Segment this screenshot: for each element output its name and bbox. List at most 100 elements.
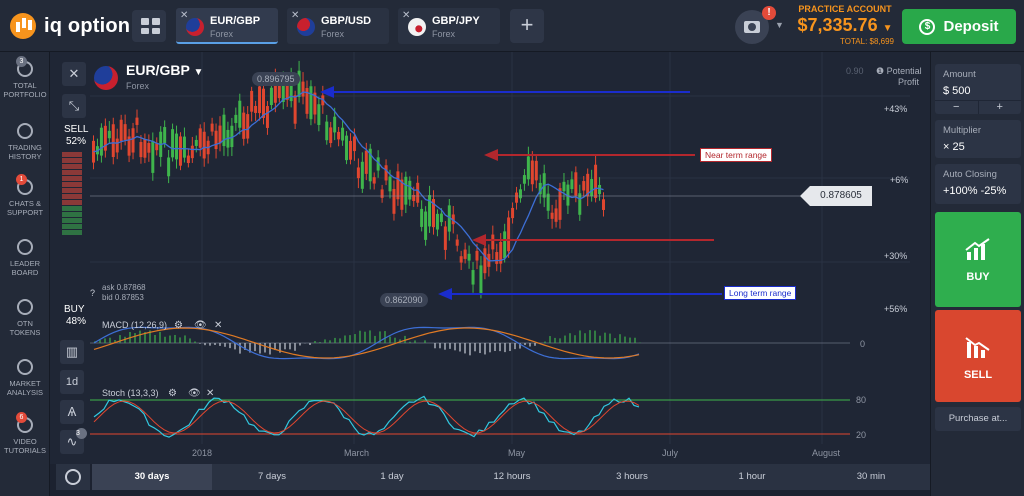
macd-histogram-bar [614, 338, 616, 343]
x-axis-label-july: July [662, 448, 679, 458]
candle-body [155, 143, 159, 151]
candle-body [281, 75, 285, 103]
tab-eur-gbp[interactable]: ✕ EUR/GBP Forex [176, 8, 278, 44]
macd-histogram-bar [324, 339, 326, 343]
nav-item-portfolio[interactable]: 3 TOTAL PORTFOLIO [0, 56, 50, 99]
sentiment-bar-segment [62, 212, 82, 217]
macd-histogram-bar [289, 343, 291, 350]
red-arrow-head [472, 234, 486, 246]
macd-histogram-bar [154, 334, 156, 343]
tab-name: GBP/USD [321, 15, 372, 27]
timeframe-1-hour[interactable]: 1 hour [738, 471, 766, 482]
macd-histogram-bar [119, 335, 121, 343]
eye-icon[interactable]: 👁 [194, 320, 207, 331]
nav-label: OTN [17, 319, 33, 328]
amount-minus-button[interactable]: − [935, 101, 979, 114]
purchase-at-button[interactable]: Purchase at... [935, 407, 1021, 431]
candle-body [210, 123, 214, 132]
deposit-button[interactable]: $ Deposit [902, 9, 1016, 44]
indicators-icon[interactable]: ▥ [60, 340, 84, 364]
candle-body [297, 70, 301, 97]
candle-body [333, 116, 337, 133]
macd-histogram-bar [469, 343, 471, 356]
nav-item-tutorials[interactable]: 6 VIDEO TUTORIALS [0, 412, 50, 455]
logo[interactable]: iq option [10, 13, 130, 39]
nav-item-history[interactable]: TRADING HISTORY [0, 122, 50, 161]
macd-histogram-bar [264, 343, 266, 353]
timeframe-30-min[interactable]: 30 min [856, 471, 886, 482]
drawing-tools-icon[interactable]: Ѧ [60, 400, 84, 424]
macd-histogram-bar [414, 340, 416, 343]
candle-body [103, 125, 107, 151]
high-price-tag: 0.896795 [252, 72, 300, 86]
multiplier-box[interactable]: Multiplier × 25 [935, 120, 1021, 158]
macd-histogram-bar [99, 339, 101, 343]
nav-item-tokens[interactable]: OTN TOKENS [0, 298, 50, 337]
macd-histogram-bar [564, 335, 566, 343]
chevron-down-icon[interactable]: ▼ [775, 20, 784, 30]
timeframe-12-hours[interactable]: 12 hours [493, 471, 531, 482]
macd-histogram-bar [319, 342, 321, 343]
nav-item-support[interactable]: 1 CHATS & SUPPORT [0, 174, 50, 217]
candle-body [435, 213, 439, 230]
grid-menu-button[interactable] [132, 10, 166, 42]
period-button[interactable]: 1d [60, 370, 84, 394]
nav-item-analysis[interactable]: MARKET ANALYSIS [0, 358, 50, 397]
gear-icon[interactable]: ⚙ [174, 320, 183, 331]
price-chart[interactable] [50, 52, 930, 464]
macd-histogram-bar [479, 343, 481, 354]
macd-histogram-bar [529, 343, 531, 347]
sell-button[interactable]: SELL [935, 310, 1021, 402]
tab-gbp-usd[interactable]: ✕ GBP/USD Forex [287, 8, 389, 44]
sentiment-bar-segment [62, 158, 82, 163]
collapse-icon[interactable]: ⤡ [62, 94, 86, 118]
add-tab-button[interactable]: + [510, 9, 544, 43]
auto-closing-box[interactable]: Auto Closing +100% -25% [935, 164, 1021, 204]
candle-body [534, 160, 538, 181]
candle-body [99, 127, 103, 156]
timeframe-settings[interactable] [56, 464, 90, 490]
close-icon[interactable]: ✕ [206, 388, 215, 399]
timeframe-30-days[interactable]: 30 days [92, 464, 212, 490]
macd-histogram-bar [544, 341, 546, 343]
nav-item-board[interactable]: LEADER BOARD [0, 238, 50, 277]
macd-histogram-bar [294, 343, 296, 351]
amount-plus-button[interactable]: + [996, 101, 1003, 113]
timeframe-3-hours[interactable]: 3 hours [616, 471, 648, 482]
macd-histogram-bar [204, 343, 206, 346]
candle-body [190, 145, 194, 159]
amount-value[interactable]: $ 500 [943, 85, 971, 97]
candle-body [554, 208, 558, 222]
x-axis-label-2018: 2018 [192, 448, 213, 458]
candle-body [111, 124, 115, 158]
eye-icon[interactable]: 👁 [188, 388, 201, 399]
close-chart-button[interactable]: ✕ [62, 62, 86, 86]
chart-area[interactable]: ✕ ⤡ EUR/GBP ▼ Forex SELL 52% BUY 48% ask… [50, 52, 930, 464]
account-switcher[interactable]: PRACTICE ACCOUNT $7,335.76 ▼ TOTAL: $8,6… [790, 4, 900, 46]
gb-us-flag-icon [297, 18, 315, 36]
candle-body [522, 175, 526, 184]
close-tab-icon[interactable]: ✕ [402, 10, 411, 21]
gb-jp-flag-icon [408, 18, 426, 36]
dollar-icon: $ [919, 18, 936, 35]
nav-label: CHATS & [9, 199, 41, 208]
gear-icon[interactable]: ⚙ [168, 388, 177, 399]
x-axis-label-august: August [812, 448, 841, 458]
close-icon[interactable]: ✕ [214, 320, 223, 331]
help-icon[interactable]: ? [90, 288, 96, 298]
candle-body [586, 173, 590, 197]
close-tab-icon[interactable]: ✕ [180, 10, 189, 21]
timeframe-7-days[interactable]: 7 days [258, 471, 286, 482]
candle-body [459, 256, 463, 263]
close-tab-icon[interactable]: ✕ [291, 10, 300, 21]
buy-button[interactable]: BUY [935, 212, 1021, 307]
tab-gbp-jpy[interactable]: ✕ GBP/JPY Forex [398, 8, 500, 44]
stoch-k-line [93, 395, 640, 438]
candle-body [499, 241, 503, 264]
timeframe-1-day[interactable]: 1 day [380, 471, 404, 482]
asset-selector[interactable]: EUR/GBP ▼ [126, 62, 204, 78]
amount-box[interactable]: Amount $ 500 − + [935, 64, 1021, 114]
candle-body [451, 214, 455, 225]
candle-body [598, 184, 602, 195]
candle-body [558, 188, 562, 220]
